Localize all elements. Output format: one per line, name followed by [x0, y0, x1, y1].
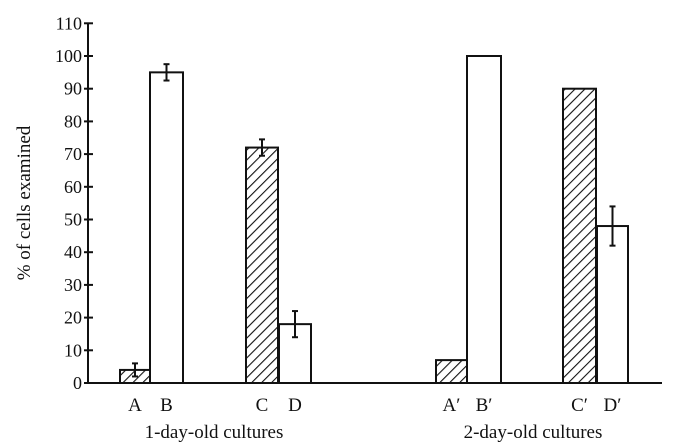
category-label: B′	[476, 395, 493, 416]
group-label: 1-day-old cultures	[145, 422, 284, 443]
bar-1	[149, 71, 184, 384]
category-label: A	[128, 395, 142, 416]
y-tick-label: 90	[64, 79, 82, 99]
y-axis-label: % of cells examined	[14, 125, 35, 280]
y-tick-label: 0	[73, 373, 82, 393]
bar-7	[596, 225, 629, 384]
bar-5	[466, 55, 502, 384]
y-tick-label: 110	[56, 13, 82, 33]
group-label: 2-day-old cultures	[464, 422, 603, 443]
y-tick-label: 30	[64, 275, 82, 295]
category-label: D	[288, 395, 302, 416]
bar-6	[562, 87, 597, 384]
y-tick-label: 10	[64, 340, 82, 360]
y-tick-label: 70	[64, 144, 82, 164]
y-tick-label: 50	[64, 210, 82, 230]
category-label: D′	[604, 395, 622, 416]
category-label: A′	[443, 395, 461, 416]
y-tick-label: 60	[64, 177, 82, 197]
bar-4	[435, 359, 468, 384]
category-label: C	[256, 395, 269, 416]
y-tick-label: 20	[64, 308, 82, 328]
y-tick-label: 80	[64, 111, 82, 131]
bar-2	[245, 146, 279, 384]
category-label: C′	[571, 395, 588, 416]
y-tick-label: 100	[55, 46, 82, 66]
category-label: B	[160, 395, 173, 416]
y-tick-label: 40	[64, 242, 82, 262]
